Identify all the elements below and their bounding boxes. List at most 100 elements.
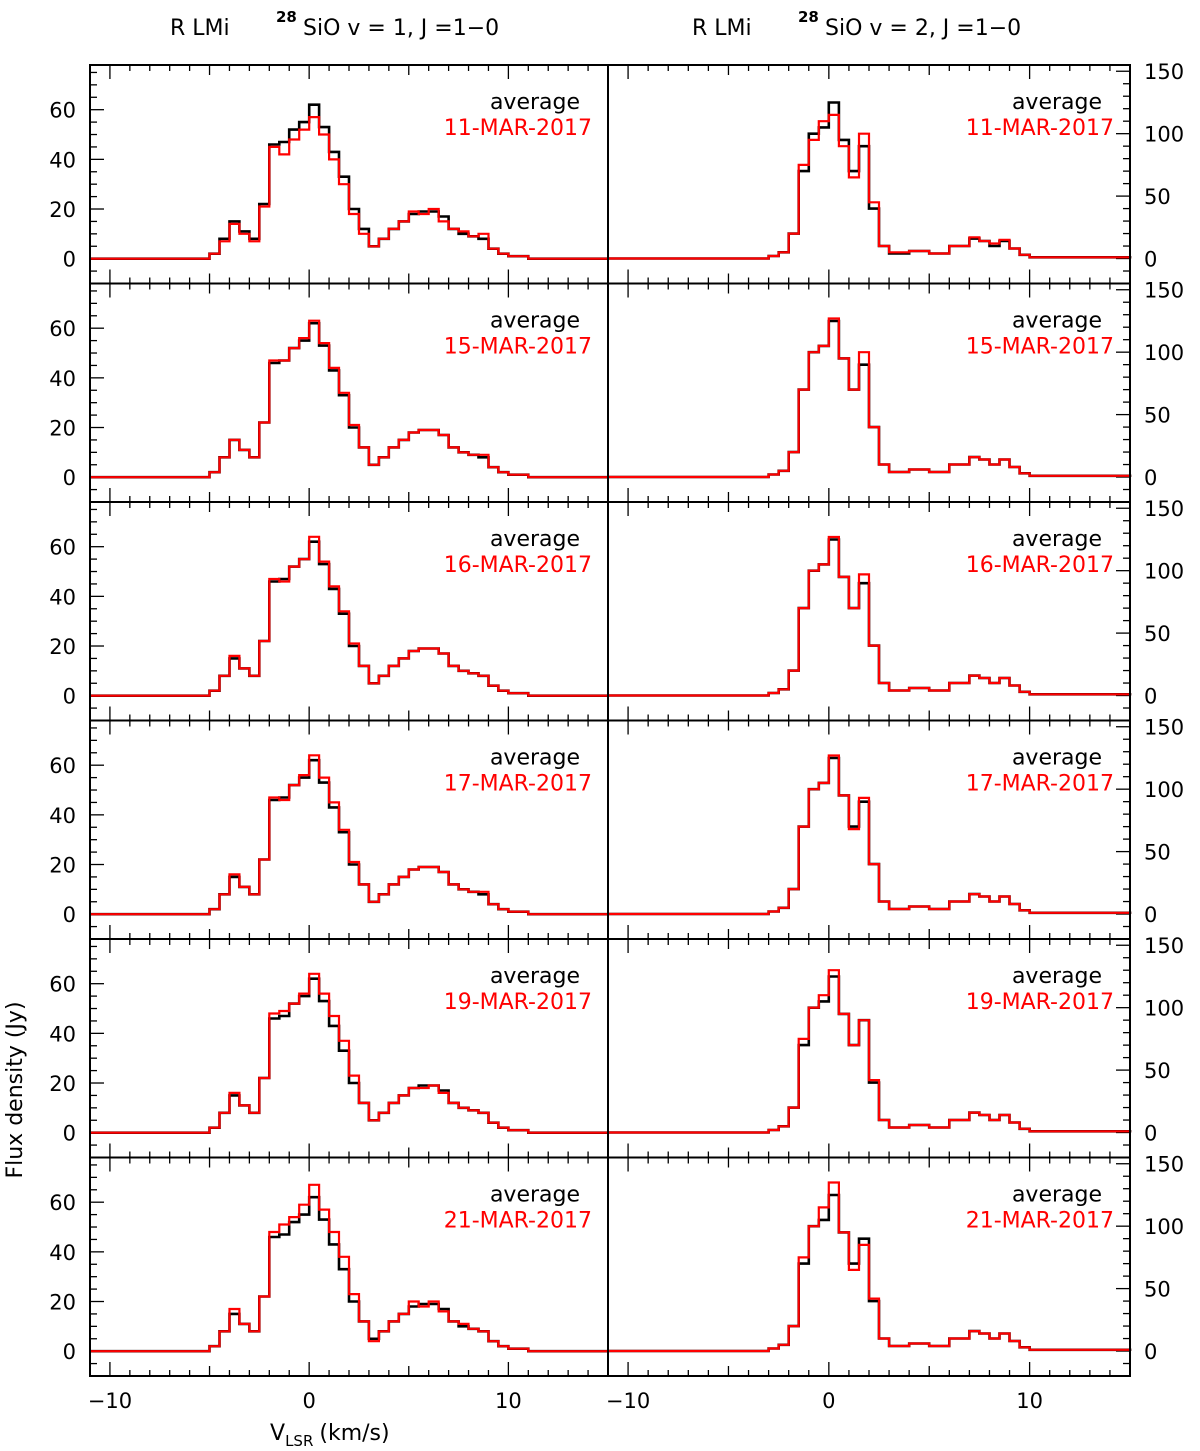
y-tick-label: 100 xyxy=(1144,778,1184,802)
y-tick-label: 0 xyxy=(1144,685,1157,709)
y-tick-label: 0 xyxy=(63,466,76,490)
left-title-prefix: R LMi xyxy=(170,16,230,41)
y-tick-label: 0 xyxy=(1144,466,1157,490)
right-title-prefix: R LMi xyxy=(692,16,752,41)
epoch-spectrum-line xyxy=(90,1183,608,1353)
y-tick-label: 0 xyxy=(63,1122,76,1146)
y-tick-label: 150 xyxy=(1144,934,1184,958)
y-tick-label: 40 xyxy=(49,585,76,609)
legend-epoch-label: 11-MAR-2017 xyxy=(444,116,592,141)
legend-average-label: average xyxy=(1012,746,1102,771)
legend-average-label: average xyxy=(490,746,580,771)
epoch-spectrum-line xyxy=(90,116,608,260)
epoch-spectrum-line xyxy=(90,319,608,479)
legend-average-label: average xyxy=(490,90,580,115)
y-tick-label: 100 xyxy=(1144,560,1184,584)
epoch-spectrum-line xyxy=(608,113,1132,260)
y-tick-label: 100 xyxy=(1144,341,1184,365)
legend-average-label: average xyxy=(1012,964,1102,989)
y-tick-label: 20 xyxy=(49,417,76,441)
epoch-spectrum-line xyxy=(608,1181,1132,1353)
y-tick-label: 40 xyxy=(49,367,76,391)
y-tick-label: 50 xyxy=(1144,1059,1171,1083)
epoch-spectrum-line xyxy=(608,754,1132,916)
x-tick-label: −10 xyxy=(606,1389,650,1413)
y-tick-label: 100 xyxy=(1144,1215,1184,1239)
y-tick-label: 150 xyxy=(1144,497,1184,521)
epoch-spectrum-line xyxy=(608,535,1132,697)
y-tick-label: 60 xyxy=(49,754,76,778)
legend-epoch-label: 16-MAR-2017 xyxy=(966,553,1114,578)
legend-average-label: average xyxy=(1012,309,1102,334)
y-tick-label: 20 xyxy=(49,635,76,659)
legend-epoch-label: 15-MAR-2017 xyxy=(444,335,592,360)
y-tick-label: 50 xyxy=(1144,404,1171,428)
legend-average-label: average xyxy=(490,964,580,989)
y-tick-label: 150 xyxy=(1144,1153,1184,1177)
x-axis-label-main: V xyxy=(270,1421,285,1446)
y-tick-label: 0 xyxy=(63,248,76,272)
y-tick-label: 50 xyxy=(1144,185,1171,209)
y-tick-label: 50 xyxy=(1144,1278,1171,1302)
y-tick-label: 0 xyxy=(1144,1340,1157,1364)
y-tick-label: 60 xyxy=(49,536,76,560)
y-tick-label: 100 xyxy=(1144,123,1184,147)
y-tick-label: 20 xyxy=(49,854,76,878)
x-tick-label: 0 xyxy=(822,1389,835,1413)
y-tick-label: 0 xyxy=(63,1340,76,1364)
x-axis-label-unit: (km/s) xyxy=(319,1421,389,1446)
x-axis-label-sub: LSR xyxy=(285,1432,313,1450)
legend-epoch-label: 15-MAR-2017 xyxy=(966,335,1114,360)
epoch-spectrum-line xyxy=(608,969,1132,1134)
legend-epoch-label: 17-MAR-2017 xyxy=(966,772,1114,797)
epoch-spectrum-line xyxy=(90,535,608,697)
legend-average-label: average xyxy=(1012,1183,1102,1208)
epoch-spectrum-line xyxy=(90,754,608,916)
y-tick-label: 50 xyxy=(1144,622,1171,646)
y-tick-label: 0 xyxy=(63,685,76,709)
x-axis-label: VLSR (km/s) xyxy=(270,1421,390,1450)
x-tick-label: 0 xyxy=(302,1389,315,1413)
right-title-isotope: 28 xyxy=(798,8,819,26)
legend-epoch-label: 17-MAR-2017 xyxy=(444,772,592,797)
y-tick-label: 150 xyxy=(1144,716,1184,740)
legend-average-label: average xyxy=(1012,90,1102,115)
left-title-line: SiO v = 1, J =1−0 xyxy=(303,16,499,41)
y-tick-label: 20 xyxy=(49,1072,76,1096)
y-tick-label: 60 xyxy=(49,973,76,997)
y-tick-label: 40 xyxy=(49,1241,76,1265)
right-title-line: SiO v = 2, J =1−0 xyxy=(825,16,1021,41)
y-tick-label: 60 xyxy=(49,1191,76,1215)
y-tick-label: 50 xyxy=(1144,841,1171,865)
y-tick-label: 0 xyxy=(1144,248,1157,272)
y-tick-label: 40 xyxy=(49,804,76,828)
y-tick-label: 0 xyxy=(1144,903,1157,927)
legend-epoch-label: 19-MAR-2017 xyxy=(444,990,592,1015)
legend-average-label: average xyxy=(490,309,580,334)
y-tick-label: 0 xyxy=(63,903,76,927)
y-tick-label: 20 xyxy=(49,198,76,222)
legend-epoch-label: 19-MAR-2017 xyxy=(966,990,1114,1015)
y-tick-label: 40 xyxy=(49,148,76,172)
x-tick-label: 10 xyxy=(495,1389,522,1413)
y-tick-label: 60 xyxy=(49,99,76,123)
y-tick-label: 150 xyxy=(1144,279,1184,303)
panel-frame xyxy=(607,1156,1131,1377)
epoch-spectrum-line xyxy=(90,972,608,1134)
y-tick-label: 20 xyxy=(49,1291,76,1315)
y-tick-label: 60 xyxy=(49,317,76,341)
legend-average-label: average xyxy=(490,527,580,552)
left-title-isotope: 28 xyxy=(276,8,297,26)
legend-average-label: average xyxy=(1012,527,1102,552)
legend-epoch-label: 11-MAR-2017 xyxy=(966,116,1114,141)
